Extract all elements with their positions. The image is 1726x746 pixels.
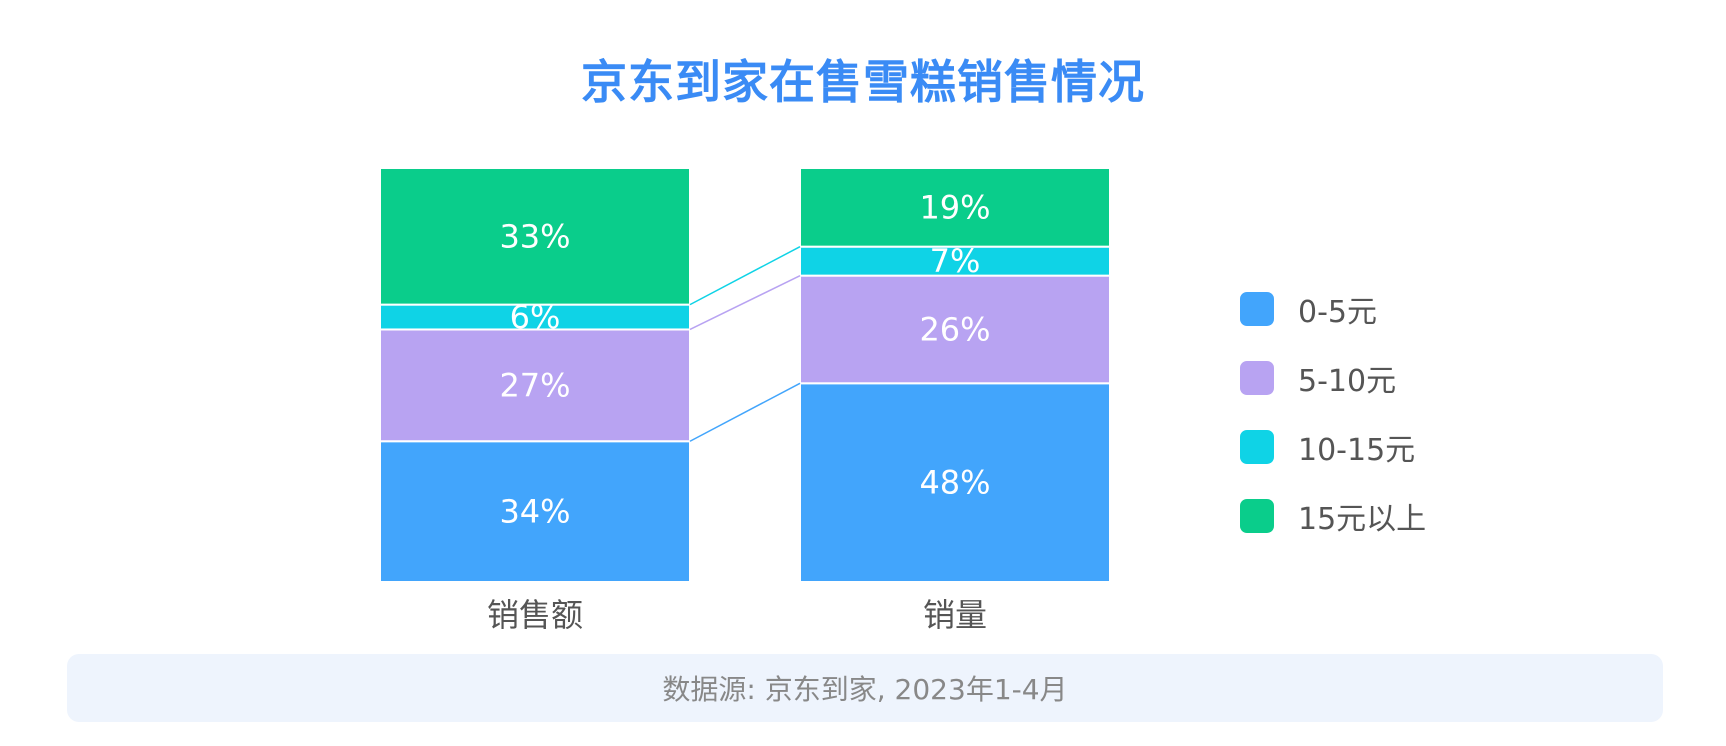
data-label: 26% bbox=[919, 310, 990, 348]
legend-swatch bbox=[1240, 499, 1274, 533]
connector-line bbox=[689, 245, 801, 306]
bar-segment bbox=[379, 303, 691, 331]
data-label: 33% bbox=[499, 217, 570, 255]
data-label: 34% bbox=[499, 493, 570, 531]
data-label: 27% bbox=[499, 366, 570, 404]
bar-segment bbox=[799, 274, 1111, 385]
legend-item-5-10: 5-10元 bbox=[1240, 361, 1426, 399]
legend-swatch bbox=[1240, 361, 1274, 395]
bar-segment bbox=[379, 167, 691, 306]
legend-label: 15元以上 bbox=[1298, 502, 1427, 537]
chart-title: 京东到家在售雪糕销售情况 bbox=[581, 55, 1145, 109]
source-text: 数据源: 京东到家, 2023年1-4月 bbox=[662, 673, 1068, 706]
data-label: 19% bbox=[919, 188, 990, 226]
legend-item-10-15: 10-15元 bbox=[1240, 430, 1426, 468]
stacked-bar-chart: 34% 27% 6% 33% 48% 26% 7% 19% 销售额 销量 bbox=[379, 167, 1111, 634]
category-label: 销量 bbox=[923, 596, 987, 634]
connector-line bbox=[689, 274, 801, 331]
legend-label: 10-15元 bbox=[1298, 433, 1416, 468]
connector-line bbox=[689, 382, 801, 442]
legend-label: 5-10元 bbox=[1298, 364, 1397, 399]
legend-item-0-5: 0-5元 bbox=[1240, 292, 1426, 330]
bar-segment bbox=[799, 382, 1111, 583]
legend-swatch bbox=[1240, 292, 1274, 326]
legend: 0-5元 5-10元 10-15元 15元以上 bbox=[1240, 292, 1426, 568]
legend-swatch bbox=[1240, 430, 1274, 464]
source-bar: 数据源: 京东到家, 2023年1-4月 bbox=[67, 654, 1663, 722]
legend-label: 0-5元 bbox=[1298, 295, 1377, 330]
bar-segment bbox=[799, 167, 1111, 248]
bar-segment bbox=[799, 245, 1111, 277]
category-label: 销售额 bbox=[487, 596, 583, 634]
legend-item-15-plus: 15元以上 bbox=[1240, 499, 1426, 537]
data-label: 7% bbox=[930, 242, 981, 280]
data-label: 6% bbox=[510, 298, 561, 336]
bar-segment bbox=[379, 440, 691, 583]
data-label: 48% bbox=[919, 464, 990, 502]
